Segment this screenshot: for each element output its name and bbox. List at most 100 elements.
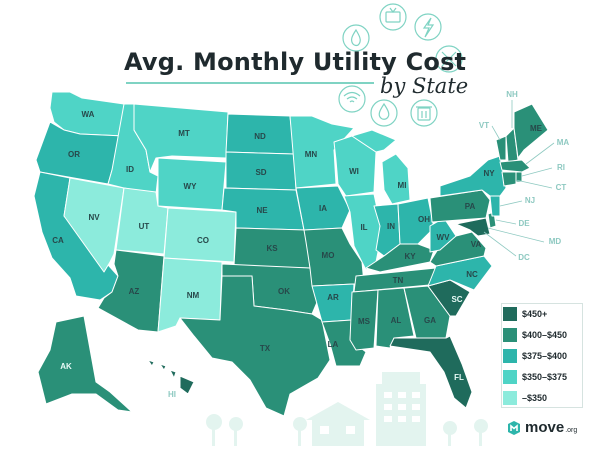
state-ia [295, 185, 351, 231]
state-ri [515, 171, 523, 183]
brand-logo: move .org [506, 419, 577, 436]
label-vt: VT [479, 121, 489, 130]
legend-label: $375–$400 [522, 350, 568, 361]
state-ga [403, 285, 451, 339]
label-id: ID [126, 165, 134, 174]
label-hi: HI [168, 390, 176, 399]
wifi-icon [338, 85, 366, 113]
state-ms [349, 289, 379, 351]
state-me [513, 103, 549, 159]
legend-swatch [503, 306, 517, 321]
label-ks: KS [266, 244, 278, 253]
label-in: IN [387, 222, 395, 231]
legend-label: $450+ [522, 308, 548, 319]
label-al: AL [391, 316, 402, 325]
label-va: VA [471, 240, 482, 249]
label-nv: NV [88, 213, 100, 222]
state-ny [439, 155, 507, 197]
map-subtitle: by State [380, 74, 469, 98]
water-drop-icon [370, 99, 398, 127]
label-mn: MN [305, 150, 318, 159]
label-tx: TX [260, 344, 271, 353]
label-wa: WA [82, 110, 95, 119]
state-co [163, 207, 237, 263]
label-la: LA [328, 340, 339, 349]
label-nc: NC [466, 270, 478, 279]
label-nj: NJ [525, 196, 535, 205]
state-ct [501, 171, 517, 187]
label-de: DE [518, 219, 530, 228]
state-mi [381, 153, 411, 205]
state-nj [489, 195, 501, 217]
legend-item: $350–$375 [501, 366, 583, 387]
label-ok: OK [278, 287, 290, 296]
skyline-decoration [206, 372, 488, 446]
map-title: Avg. Monthly Utility Cost [124, 48, 467, 76]
brand-name: move [525, 419, 565, 436]
label-nm: NM [187, 291, 200, 300]
label-sd: SD [255, 168, 266, 177]
state-md [455, 217, 491, 237]
state-mi-up [351, 129, 397, 153]
label-co: CO [197, 236, 209, 245]
label-nd: ND [254, 132, 266, 141]
state-fl [389, 335, 473, 409]
label-or: OR [68, 150, 80, 159]
label-pa: PA [465, 202, 476, 211]
label-oh: OH [418, 215, 430, 224]
lightning-icon [414, 13, 442, 41]
label-il: IL [360, 223, 367, 232]
tv-icon [379, 3, 407, 31]
label-ct: CT [556, 183, 567, 192]
state-ak [37, 315, 133, 413]
label-ia: IA [319, 204, 327, 213]
legend-label: $400–$450 [522, 329, 568, 340]
legend-item: –$350 [501, 387, 583, 408]
label-ar: AR [327, 293, 339, 302]
title-underline [126, 82, 374, 84]
legend-swatch [503, 390, 517, 405]
label-sc: SC [451, 295, 462, 304]
legend-swatch [503, 327, 517, 342]
state-ma [499, 159, 531, 173]
label-fl: FL [454, 373, 464, 382]
label-nh: NH [506, 90, 518, 99]
label-ca: CA [52, 236, 64, 245]
label-ms: MS [358, 317, 371, 326]
label-az: AZ [129, 287, 140, 296]
label-ma: MA [557, 138, 570, 147]
label-ga: GA [424, 316, 436, 325]
state-tx [179, 275, 331, 417]
label-ne: NE [256, 206, 268, 215]
flame-icon [342, 24, 370, 52]
legend-item: $375–$400 [501, 345, 583, 366]
label-mi: MI [398, 181, 407, 190]
legend-swatch [503, 348, 517, 363]
label-wv: WV [437, 233, 451, 242]
label-mt: MT [178, 129, 190, 138]
legend-item: $450+ [501, 303, 583, 324]
state-oh [397, 197, 435, 245]
label-dc: DC [518, 253, 530, 262]
label-me: ME [530, 124, 543, 133]
legend-frame [501, 303, 583, 408]
label-ut: UT [139, 222, 150, 231]
label-wi: WI [349, 167, 359, 176]
label-md: MD [549, 237, 562, 246]
label-ny: NY [483, 169, 495, 178]
trash-icon [410, 99, 438, 127]
label-ri: RI [557, 163, 565, 172]
state-vt [495, 135, 507, 161]
state-ky [365, 243, 435, 273]
legend: $450+ $400–$450 $375–$400 $350–$375 –$35… [501, 303, 583, 408]
legend-label: –$350 [522, 392, 548, 403]
label-wy: WY [184, 182, 198, 191]
label-mo: MO [322, 251, 335, 260]
legend-item: $400–$450 [501, 324, 583, 345]
tools-icon [435, 45, 463, 73]
legend-swatch [503, 369, 517, 384]
brand-tld: .org [565, 426, 578, 434]
